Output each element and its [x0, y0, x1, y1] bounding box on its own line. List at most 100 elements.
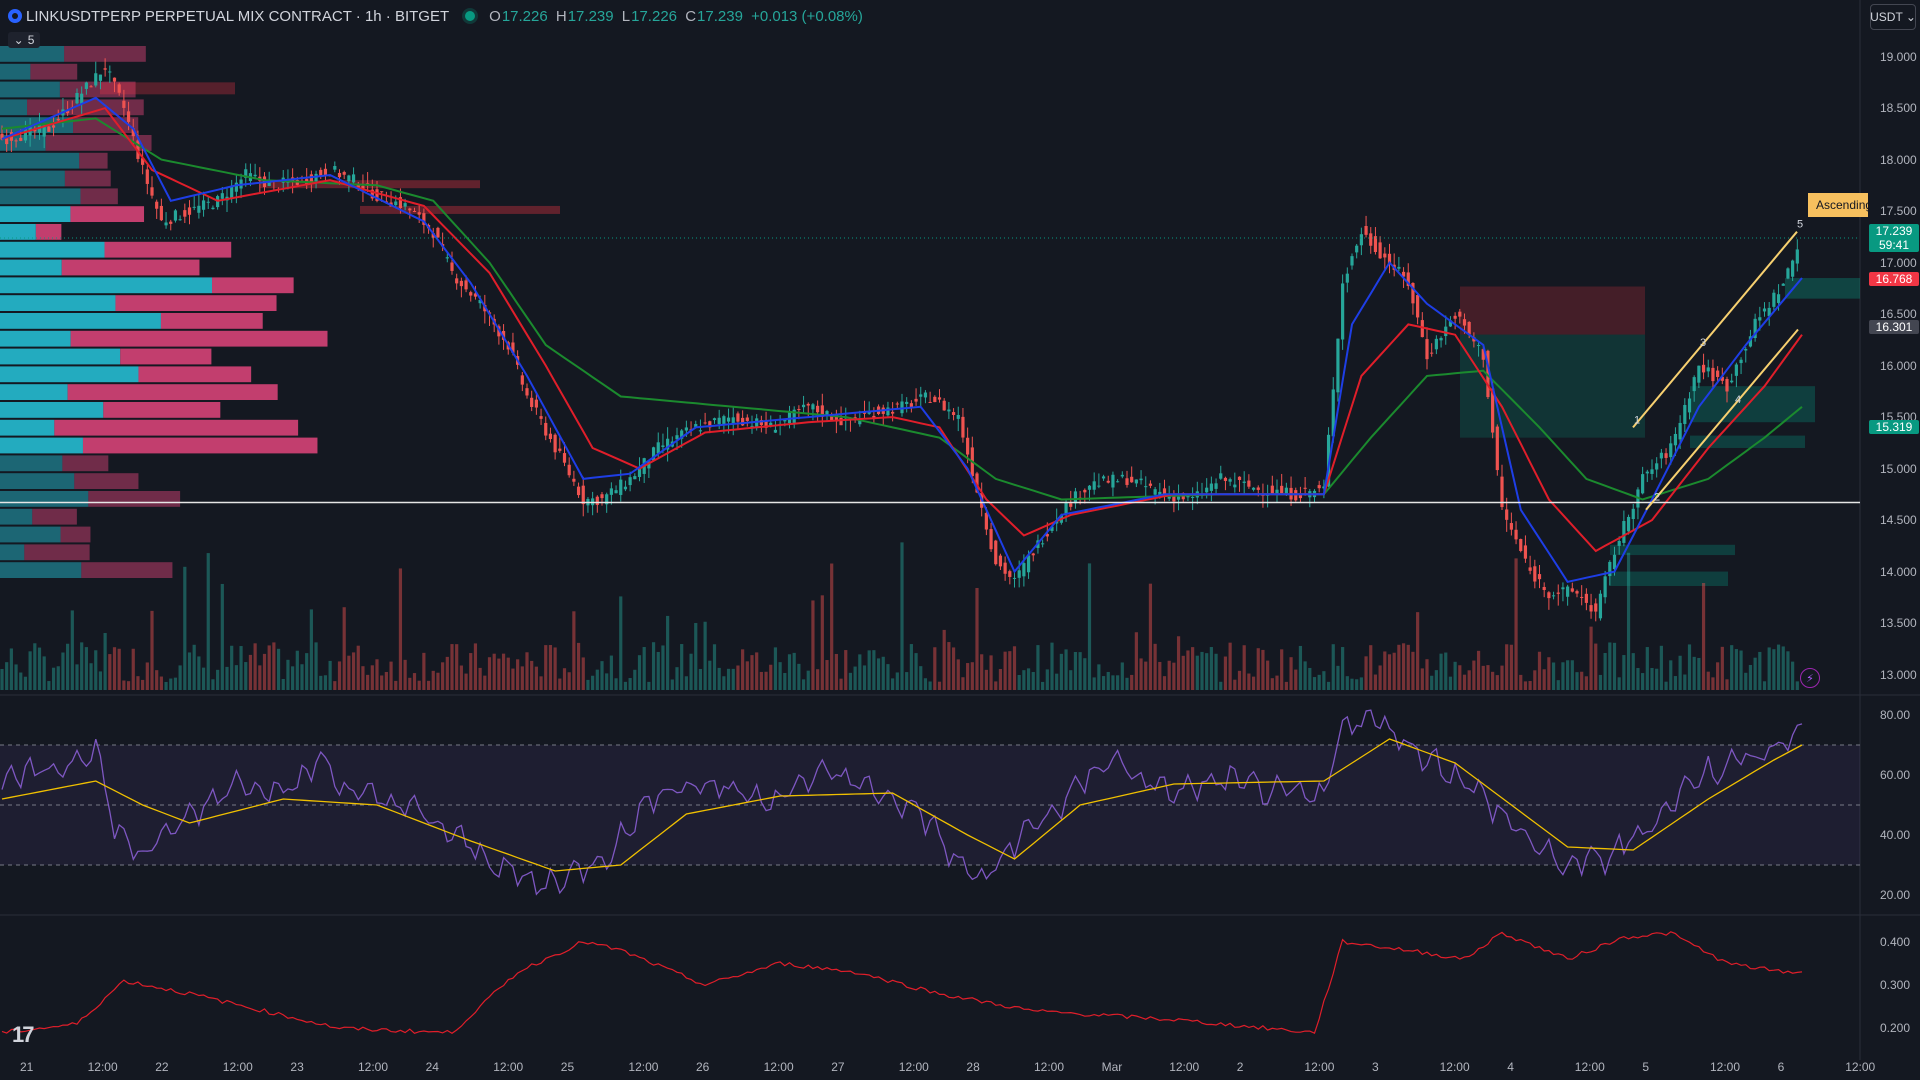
volume-bar [933, 647, 937, 690]
time-tick-label: 4 [1507, 1060, 1514, 1074]
volume-bar [820, 595, 824, 690]
volume-bar [1641, 673, 1645, 690]
lower-indicator-line [1, 931, 1803, 1035]
axis-tick-label: 0.200 [1880, 1021, 1911, 1036]
currency-select[interactable]: USDT ⌄ [1870, 4, 1916, 30]
symbol-title[interactable]: LINKUSDTPERP PERPETUAL MIX CONTRACT · 1h… [26, 7, 450, 25]
candle-body [984, 512, 988, 530]
volume-bar [1612, 642, 1617, 690]
indicator-count-toggle[interactable]: ⌄ 5 [8, 32, 40, 48]
candle-body [792, 409, 796, 423]
candle-body [675, 435, 679, 440]
volume-bar [366, 674, 370, 690]
volume-bar [1359, 677, 1363, 690]
volume-bar [1434, 670, 1438, 690]
candle-body [576, 486, 581, 496]
time-tick-label: 2 [1236, 1060, 1244, 1074]
volume-bar [619, 596, 623, 690]
volume-bar [98, 671, 103, 690]
volume-bar [684, 676, 688, 690]
volume-bar [1519, 674, 1523, 690]
volume-profile-bar [115, 295, 277, 311]
candle-body [1753, 318, 1757, 339]
rsi-ma-line [1, 738, 1803, 872]
candle-body [923, 392, 928, 398]
candle-body [1336, 338, 1340, 393]
candle-body [1519, 539, 1523, 551]
volume-bar [1706, 671, 1710, 690]
tradingview-logo[interactable]: 17 [12, 1022, 35, 1047]
candle-body [450, 262, 454, 271]
candle-body [1725, 378, 1729, 392]
candle-body [1416, 295, 1420, 318]
candle-body [5, 138, 9, 145]
volume-bar [989, 655, 993, 690]
volume-bar [633, 669, 637, 690]
candle-body [1655, 463, 1659, 470]
volume-bar [1636, 668, 1640, 690]
candle-body [853, 417, 857, 419]
time-tick-label: 12:00 [1439, 1060, 1470, 1074]
volume-bar [947, 642, 951, 690]
volume-bar [797, 663, 801, 690]
volume-bar [384, 671, 388, 690]
chevron-down-icon: ⌄ [13, 33, 24, 47]
candle-body [1645, 471, 1649, 474]
volume-bar [961, 677, 965, 690]
volume-profile-bar [80, 188, 118, 205]
candle-body [394, 201, 398, 206]
candle-body [1237, 476, 1242, 481]
volume-bar [94, 650, 98, 690]
volume-bar [1720, 646, 1724, 690]
candle-body [1097, 485, 1101, 487]
candle-body [1448, 320, 1453, 327]
candle-body [1612, 554, 1617, 570]
candle-body [1026, 555, 1031, 573]
volume-bar [1378, 665, 1382, 690]
axis-tick-label: 40.00 [1880, 828, 1911, 842]
candle-body [726, 417, 731, 422]
volume-bar [1551, 662, 1556, 690]
candle-body [469, 292, 473, 296]
volume-bar [942, 629, 946, 690]
volume-bar [1012, 646, 1017, 690]
volume-bar [1491, 671, 1495, 690]
volume-profile-bar [0, 63, 31, 80]
candle-body [764, 421, 768, 428]
volume-bar [891, 678, 895, 690]
volume-bar [201, 667, 206, 690]
candle-body [886, 407, 890, 416]
volume-bar [572, 611, 576, 690]
volume-profile-bar [0, 491, 89, 507]
candle-body [1481, 349, 1485, 360]
candle-body [201, 200, 206, 210]
volume-bar [670, 679, 674, 690]
volume-bar [1031, 672, 1035, 690]
chart-header: LINKUSDTPERP PERPETUAL MIX CONTRACT · 1h… [0, 0, 1860, 32]
volume-bar [867, 650, 871, 690]
volume-bar [1181, 655, 1185, 690]
axis-tick-label: 16.500 [1880, 307, 1917, 322]
candle-body [1734, 364, 1738, 376]
volume-bar [33, 643, 37, 690]
volume-bar [220, 583, 224, 690]
volume-bar [239, 646, 243, 690]
volume-bar [276, 648, 281, 690]
candle-body [1017, 570, 1021, 578]
bolt-icon[interactable]: ⚡ [1800, 668, 1820, 688]
volume-bar [651, 642, 656, 690]
candle-body [628, 477, 632, 486]
volume-bar [1294, 669, 1298, 690]
volume-bar [51, 667, 56, 690]
ascending-pattern-label[interactable]: Ascending [1808, 193, 1868, 217]
wave-label: 4 [1735, 394, 1741, 406]
volume-bar [951, 647, 956, 690]
volume-bar [1158, 661, 1162, 690]
candle-body [1134, 479, 1138, 484]
candle-body [1162, 488, 1167, 496]
demand-zone [1610, 544, 1735, 556]
volume-bar [1692, 656, 1696, 690]
volume-profile-bar [35, 224, 62, 240]
volume-bar [1626, 552, 1631, 690]
